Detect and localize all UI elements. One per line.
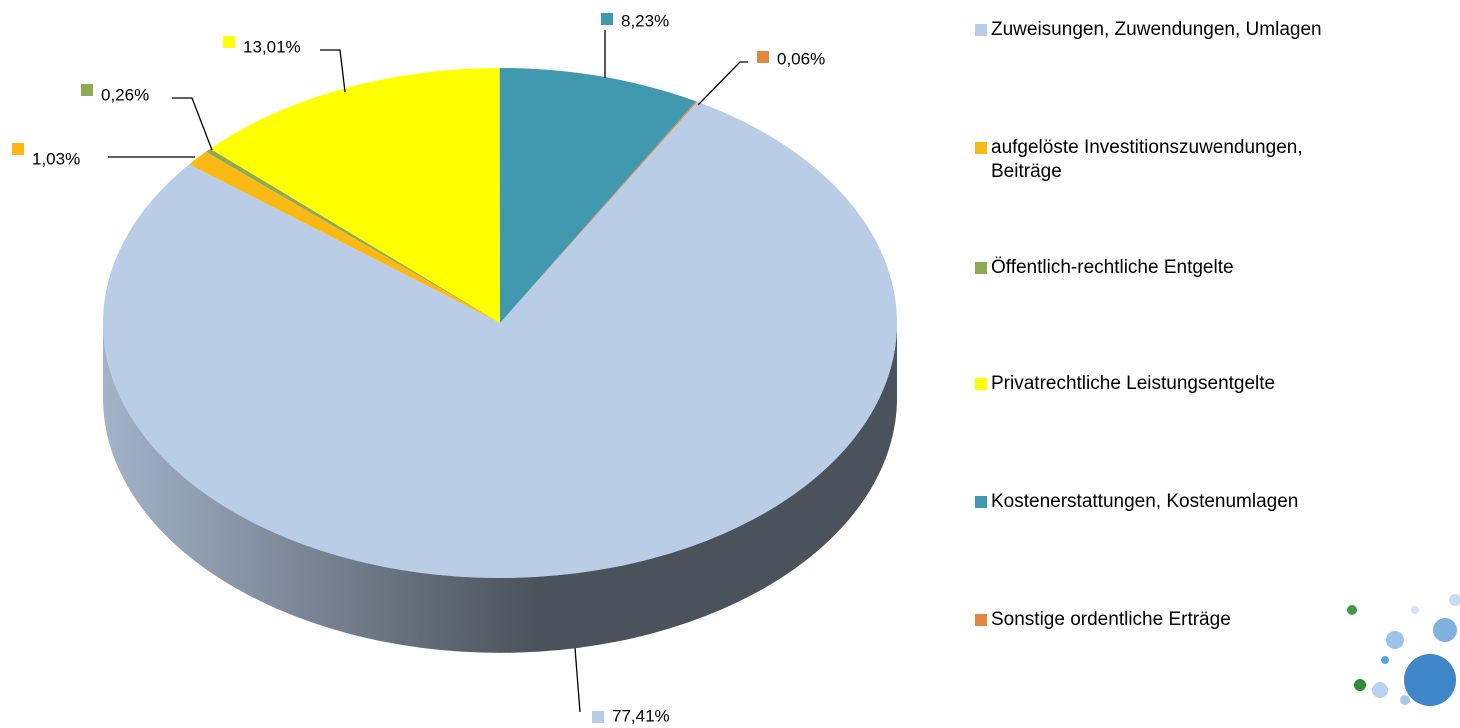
pie-slice [189,151,501,323]
label-swatch [757,51,769,63]
label-swatch [81,84,93,96]
pie-slice [499,68,696,323]
label-swatch [223,36,235,48]
legend-label: Kostenerstattungen, Kostenumlagen [991,491,1299,512]
legend-item: Zuweisungen, Zuwendungen, Umlagen [975,18,1375,42]
legend-swatch [975,262,987,274]
leader-line [172,97,213,151]
data-label: 0,26% [101,85,149,104]
leader-line [574,647,581,713]
leader-line [697,61,748,106]
legend-label: Zuweisungen, Zuwendungen, Umlagen [991,19,1322,40]
legend-label: Sonstige ordentliche Erträge [991,609,1231,630]
data-label: 13,01% [243,37,301,56]
legend-swatch [975,142,987,154]
legend-item: Öffentlich-rechtliche Entgelte [975,256,1375,280]
label-swatch [12,143,24,155]
data-label: 0,06% [777,49,825,68]
leader-line [320,49,346,93]
legend-swatch [975,378,987,390]
pie-slice [500,101,698,324]
pie-slice [205,148,500,323]
legend-item: Privatrechtliche Leistungsentgelte [975,372,1375,396]
pie-slice [102,101,897,579]
legend-item: Sonstige ordentliche Erträge [975,608,1375,632]
legend-swatch [975,24,987,36]
data-label: 1,03% [32,149,80,168]
legend-item: Kostenerstattungen, Kostenumlagen [975,490,1375,514]
legend-label: aufgelöste Investitionszuwendungen, Beit… [991,137,1303,182]
logo [1347,594,1460,706]
legend-swatch [975,614,987,626]
label-swatch [592,711,604,723]
data-label: 77,41% [612,706,670,725]
legend-label: Privatrechtliche Leistungsentgelte [991,373,1276,394]
legend-label: Öffentlich-rechtliche Entgelte [991,257,1234,278]
legend-item: aufgelöste Investitionszuwendungen, Beit… [975,136,1375,184]
data-label: 8,23% [621,11,669,30]
label-swatch [601,13,613,25]
pie-side [103,323,897,653]
legend-swatch [975,496,987,508]
pie-slice [210,68,500,323]
